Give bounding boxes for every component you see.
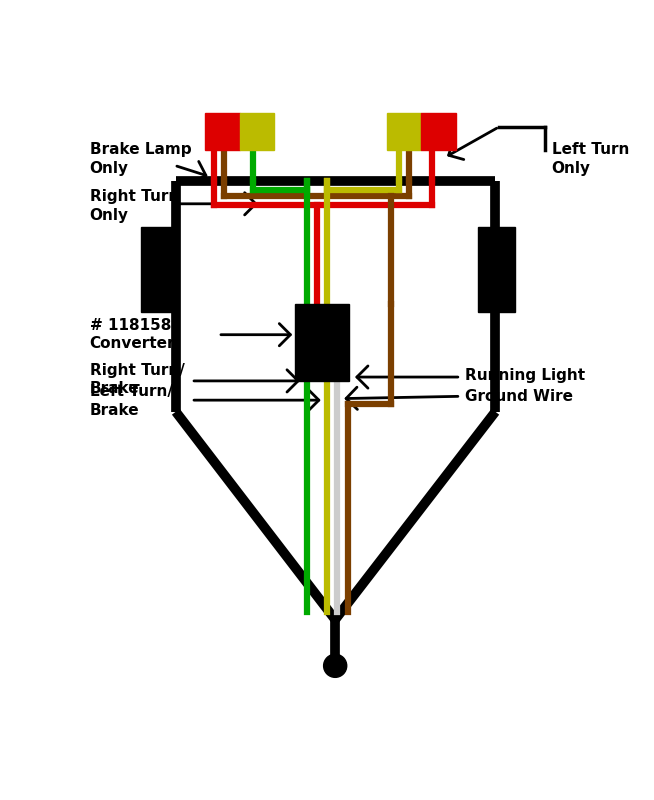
- Bar: [240, 113, 274, 150]
- Bar: [295, 304, 349, 381]
- Bar: [141, 227, 178, 311]
- Bar: [421, 113, 456, 150]
- Bar: [477, 227, 515, 311]
- Text: Left Turn
Only: Left Turn Only: [551, 142, 629, 176]
- Circle shape: [324, 654, 347, 678]
- Text: Running Light: Running Light: [465, 368, 585, 383]
- Text: # 118158
Converter: # 118158 Converter: [90, 318, 175, 351]
- Text: Ground Wire: Ground Wire: [465, 389, 574, 404]
- Text: Right Turn
Only: Right Turn Only: [90, 190, 179, 223]
- Bar: [387, 113, 421, 150]
- Text: Right Turn/
Brake: Right Turn/ Brake: [90, 362, 184, 396]
- Bar: [205, 113, 240, 150]
- Text: Left Turn/
Brake: Left Turn/ Brake: [90, 384, 173, 418]
- Text: Brake Lamp
Only: Brake Lamp Only: [90, 142, 191, 176]
